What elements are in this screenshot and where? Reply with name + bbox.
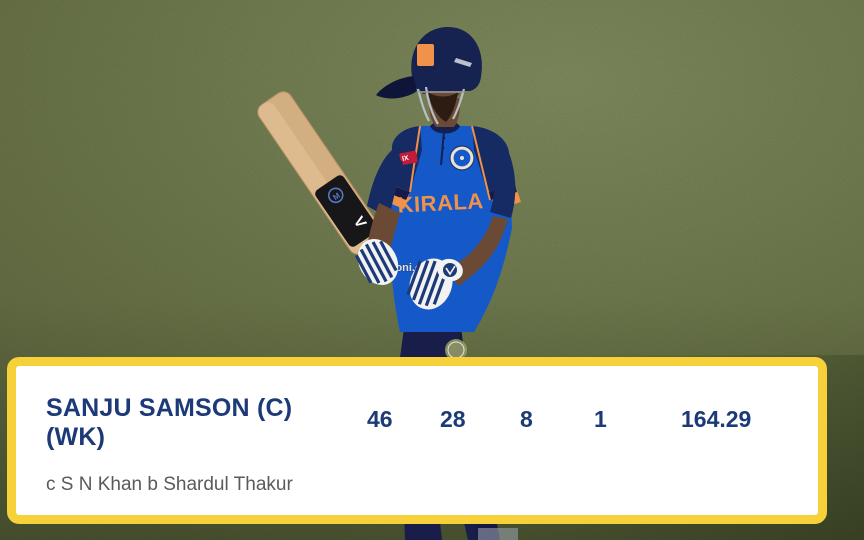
svg-text:KIRALA: KIRALA <box>397 188 484 217</box>
